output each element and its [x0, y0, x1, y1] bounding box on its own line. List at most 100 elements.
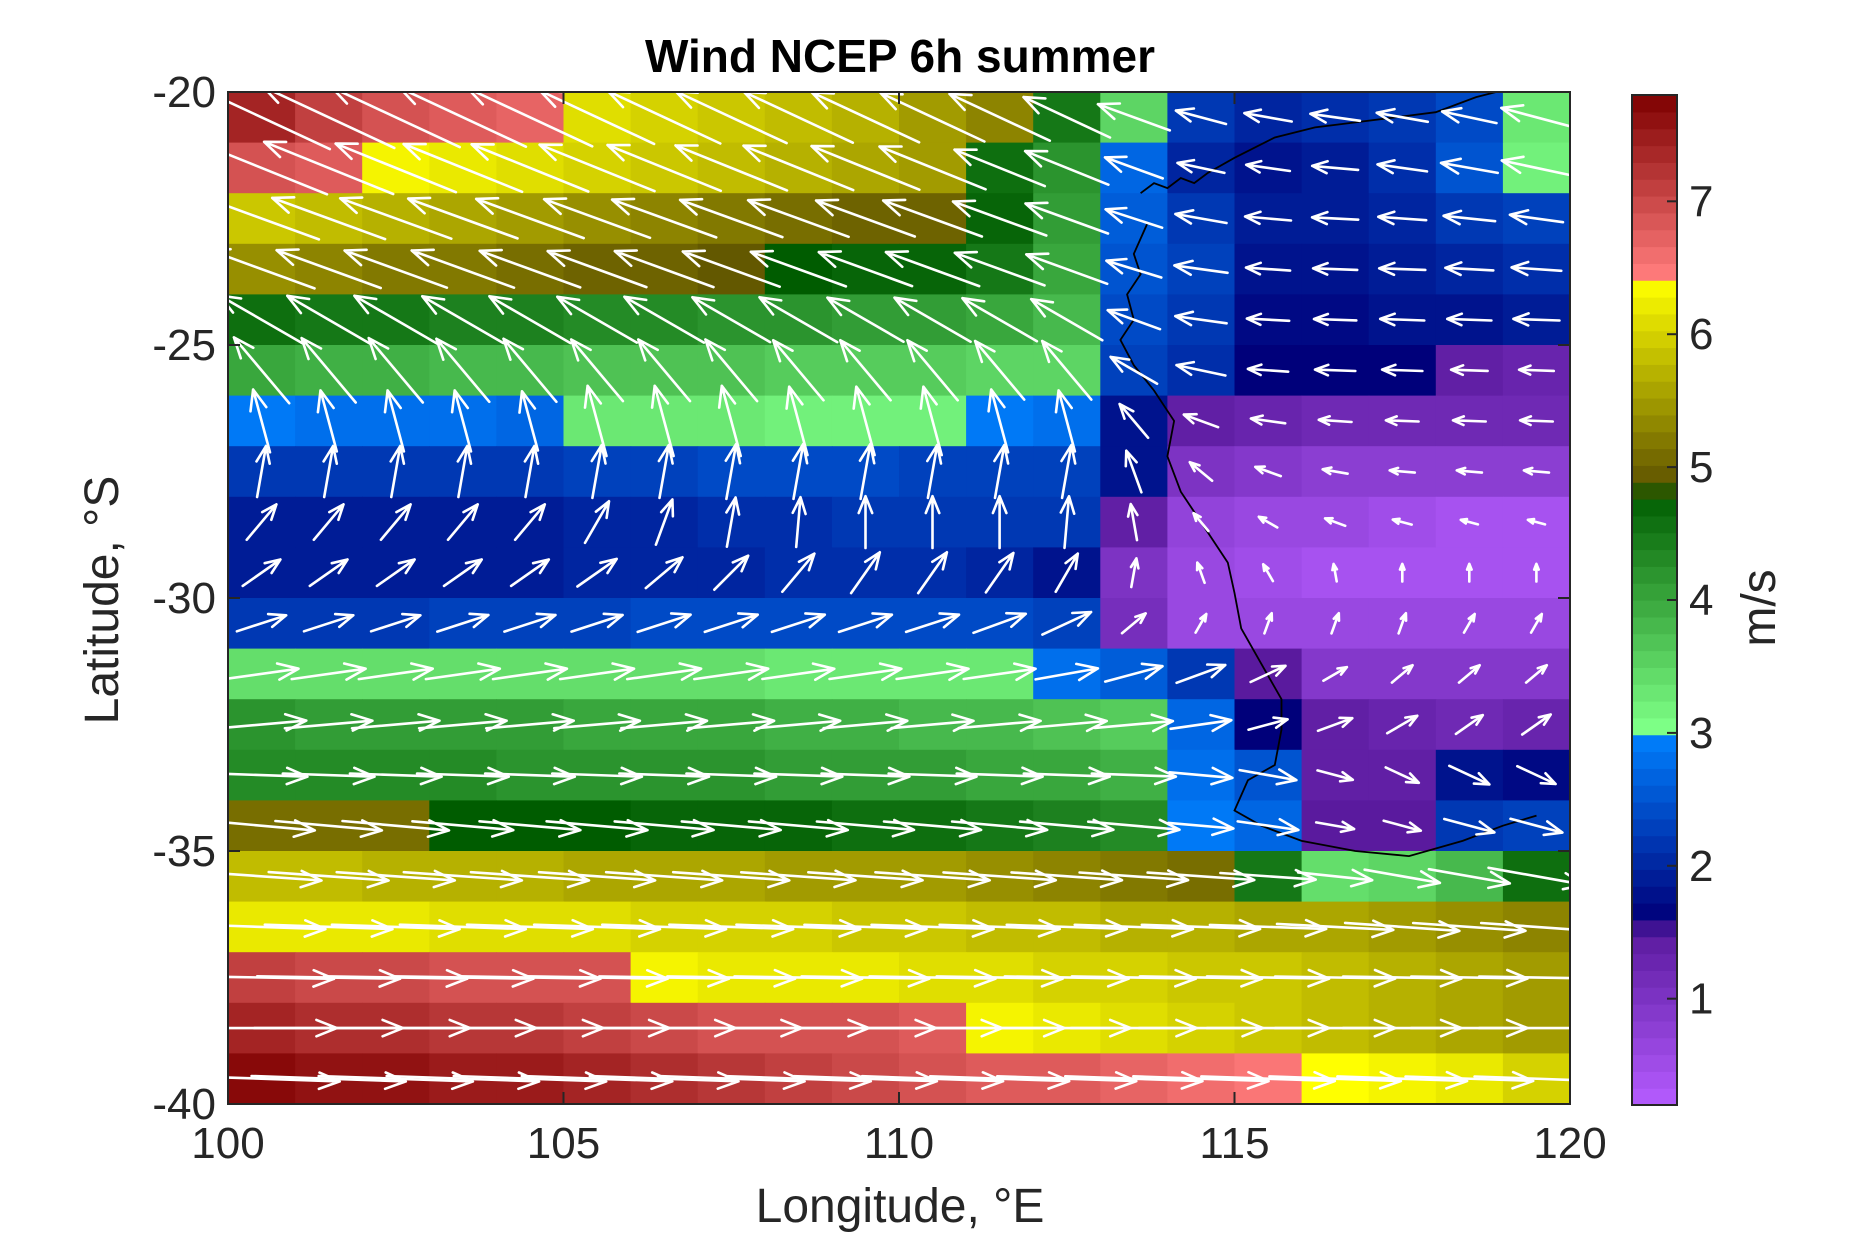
wind-arrow [924, 494, 941, 550]
colorbar-step [1632, 835, 1677, 854]
wind-arrow [1041, 610, 1093, 636]
colorbar-step [1632, 1088, 1677, 1106]
wind-arrow [1104, 206, 1164, 229]
wind-arrow [1397, 611, 1408, 635]
wind-arrow [817, 250, 914, 288]
wind-arrow [884, 250, 981, 288]
colorbar-step [1632, 499, 1677, 517]
colorbar-step [1632, 364, 1677, 382]
wind-arrow [717, 384, 742, 458]
wind-arrow [1310, 210, 1360, 226]
wind-arrow [1275, 919, 1395, 939]
wind-arrow [375, 558, 416, 588]
wind-arrow [678, 197, 784, 239]
wind-arrow [984, 551, 1015, 594]
colorbar-step [1632, 1071, 1677, 1089]
wind-arrow [275, 248, 382, 290]
wind-arrow [1380, 363, 1424, 377]
colorbar-step [1632, 953, 1677, 971]
colorbar-label: m/s [1733, 569, 1786, 646]
wind-arrow [1446, 312, 1493, 327]
colorbar-step [1632, 701, 1677, 719]
x-axis-label: Longitude, °E [756, 1180, 1045, 1233]
wind-arrow [742, 144, 855, 192]
wind-arrow [1517, 364, 1556, 376]
wind-arrow [1022, 766, 1111, 786]
wind-arrow [1316, 769, 1355, 783]
wind-arrow [322, 444, 339, 499]
wind-arrow [1312, 312, 1358, 327]
colorbar-step [1632, 566, 1677, 584]
wind-arrow [600, 918, 728, 938]
wind-arrow [725, 496, 741, 548]
coastline-segment [1119, 223, 1537, 858]
wind-arrow [1023, 149, 1110, 186]
wind-arrow [1063, 1070, 1204, 1090]
wind-arrow [1109, 355, 1159, 385]
wind-arrow [953, 250, 1046, 287]
wind-arrow [1174, 209, 1228, 225]
wind-arrow [1245, 312, 1291, 327]
wind-arrow [1448, 764, 1491, 786]
colorbar-step [1632, 684, 1677, 702]
wind-arrow [691, 296, 772, 344]
wind-arrow [1444, 261, 1495, 277]
wind-arrow [542, 197, 652, 240]
wind-vectors [228, 92, 1570, 1091]
wind-arrow [1457, 663, 1481, 684]
wind-arrow [262, 140, 395, 196]
wind-arrow [1176, 158, 1226, 175]
wind-arrow [895, 662, 970, 682]
wind-arrow [1311, 261, 1359, 276]
wind-arrow [1054, 389, 1077, 453]
wind-arrow [1455, 466, 1484, 476]
colorbar-step [1632, 246, 1677, 264]
wind-arrow [668, 918, 795, 938]
wind-arrow [828, 662, 903, 682]
wind-arrow [569, 338, 625, 403]
wind-arrow [770, 612, 827, 634]
wind-arrow [607, 92, 722, 145]
wind-arrow [232, 336, 291, 405]
wind-arrow [1321, 466, 1349, 476]
wind-arrow [791, 495, 807, 549]
wind-arrow [1390, 663, 1414, 684]
wind-arrow [916, 551, 949, 595]
wind-arrow [1244, 261, 1292, 276]
colorbar-step [1632, 128, 1677, 147]
wind-arrow [1238, 768, 1298, 786]
wind-arrow [839, 339, 892, 402]
wind-arrow [1086, 818, 1181, 838]
colorbar-step [1632, 448, 1677, 466]
colorbar-step [1632, 263, 1677, 281]
wind-arrow [995, 1071, 1138, 1090]
colorbar-step [1632, 650, 1677, 668]
wind-arrow [334, 142, 458, 194]
wind-arrow [228, 919, 327, 938]
wind-arrow [1167, 817, 1235, 837]
colorbar-tick-label: 3 [1689, 709, 1713, 758]
wind-arrow [713, 554, 750, 591]
wind-arrow [681, 249, 781, 288]
wind-arrow [330, 919, 461, 938]
wind-arrow [550, 766, 644, 786]
colorbar-step [1632, 549, 1677, 567]
x-tick-label: 120 [1533, 1119, 1606, 1168]
wind-arrow [1522, 466, 1551, 476]
y-tick-label: -35 [152, 827, 216, 876]
wind-arrow [724, 1071, 873, 1090]
wind-arrow [1439, 157, 1499, 175]
wind-arrow [228, 662, 300, 681]
wind-arrow [704, 338, 759, 403]
wind-arrow [948, 92, 1052, 142]
wind-arrow [532, 918, 662, 938]
wind-arrow [953, 148, 1047, 188]
wind-arrow [904, 612, 961, 634]
wind-arrow [523, 444, 540, 499]
colorbar-step [1632, 717, 1677, 736]
wind-arrow [228, 247, 316, 290]
wind-arrow [962, 662, 1037, 682]
colorbar-step [1632, 381, 1677, 399]
colorbar-tick-label: 5 [1689, 443, 1713, 492]
wind-arrow [1140, 918, 1262, 938]
